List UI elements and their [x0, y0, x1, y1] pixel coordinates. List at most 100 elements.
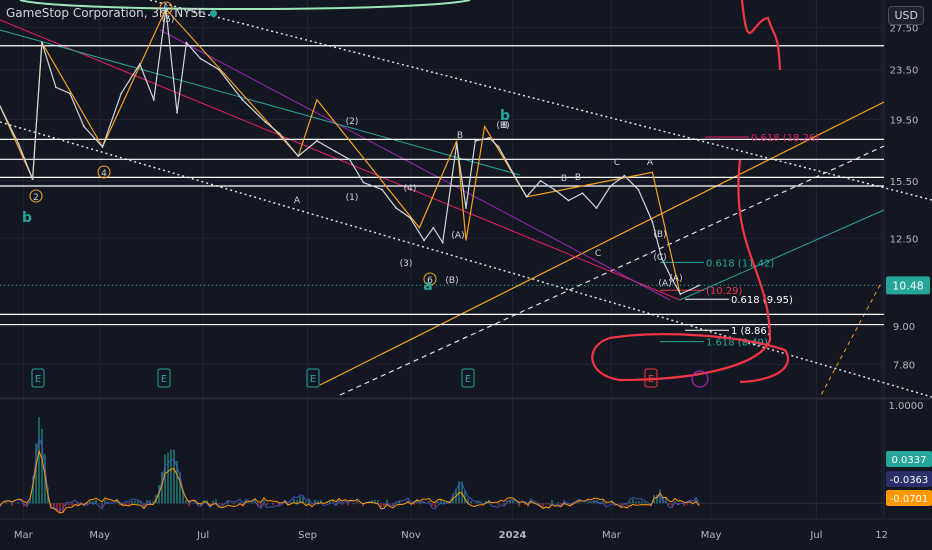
- price-axis-tick-label: 19.50: [890, 115, 919, 126]
- price-point: [199, 57, 202, 60]
- oscillator-value-badge: [886, 471, 932, 487]
- price-point: [278, 132, 281, 135]
- time-axis-label: Jul: [196, 530, 209, 541]
- green-upper-line: [0, 29, 521, 176]
- time-axis-label: 12: [875, 530, 888, 541]
- fib-label: 0.618 (9.95): [731, 295, 793, 306]
- price-point: [474, 140, 477, 142]
- oscillator-value-badge: [886, 451, 932, 467]
- price-point: [41, 41, 43, 44]
- price-point: [553, 188, 556, 191]
- price-point: [651, 220, 654, 223]
- pink-trendline: [0, 19, 681, 301]
- chart-title: GameStop Corporation, 3h, NYSE: [6, 6, 217, 20]
- oscillator-value-label: -0.0363: [890, 475, 929, 486]
- price-point: [152, 98, 155, 101]
- wave-label: B: [502, 121, 508, 131]
- price-point: [83, 125, 85, 128]
- white-dashed-trendline: [339, 145, 885, 396]
- wave-label: A: [647, 158, 654, 168]
- fib-label: 0.618 (18.26): [751, 133, 819, 144]
- wave-label: B: [561, 174, 567, 184]
- time-axis-label: 2024: [499, 530, 527, 541]
- price-point: [581, 192, 584, 195]
- event-marker-box[interactable]: [644, 368, 658, 388]
- price-point: [395, 207, 397, 209]
- price-point: [511, 171, 514, 174]
- wave-label: A: [294, 196, 301, 206]
- price-point: [409, 216, 411, 219]
- wave-label: 6: [427, 276, 433, 286]
- event-marker-box[interactable]: [306, 368, 320, 388]
- price-point: [101, 146, 104, 148]
- price-point: [218, 68, 220, 71]
- wave-label: (B): [653, 230, 666, 240]
- channel-lower-dotted: [0, 121, 932, 398]
- price-point: [637, 188, 640, 191]
- price-point: [241, 98, 244, 101]
- wave-label-circle: [29, 189, 43, 203]
- price-point: [381, 188, 383, 191]
- currency-button[interactable]: USD: [888, 6, 924, 25]
- split-event-icon[interactable]: [691, 370, 709, 388]
- price-point: [698, 284, 700, 287]
- event-marker-box[interactable]: [31, 368, 45, 388]
- time-axis-label: Mar: [602, 530, 622, 541]
- price-point: [688, 289, 691, 291]
- orange-projection-dashed: [819, 284, 881, 398]
- wave-label: B: [575, 173, 581, 183]
- market-status-dot: [209, 10, 217, 17]
- price-axis-tick-label: 12.50: [890, 234, 919, 245]
- price-point: [432, 226, 435, 229]
- price-point: [488, 137, 491, 139]
- earnings-event-marker: E: [465, 374, 471, 385]
- price-point: [138, 63, 141, 65]
- price-point: [539, 179, 542, 182]
- last-price-label: 10.48: [892, 279, 924, 292]
- price-point: [297, 155, 300, 158]
- last-price-badge: [886, 276, 930, 295]
- time-axis-label: Sep: [298, 530, 317, 541]
- wave-label: B: [457, 131, 463, 141]
- price-point: [623, 174, 626, 177]
- wave-label: a: [423, 278, 432, 294]
- wave-label: (4): [404, 184, 417, 194]
- oscillator-orange-line: [0, 449, 700, 514]
- wave-label: b: [500, 108, 510, 124]
- wave-label: b: [22, 210, 32, 226]
- time-axis-label: May: [89, 530, 110, 541]
- wave-label: (3): [400, 259, 413, 269]
- wave-label: (2): [346, 117, 359, 127]
- wave-label: (A): [658, 279, 671, 289]
- event-marker-box[interactable]: [461, 368, 475, 388]
- oscillator-value-badge: [886, 490, 932, 506]
- price-axis-tick-label: 15.50: [890, 177, 919, 188]
- price-point: [334, 150, 337, 153]
- wave-label: (A): [451, 231, 464, 241]
- price-point: [423, 239, 425, 242]
- price-point: [660, 257, 663, 260]
- price-point: [316, 140, 318, 142]
- price-point: [595, 207, 598, 209]
- price-point: [679, 293, 682, 295]
- price-point: [525, 195, 528, 198]
- symbol-title: GameStop Corporation, 3h, NYSE: [6, 6, 206, 20]
- price-point: [17, 143, 20, 145]
- fib-label: 0.618 (11.42): [706, 258, 774, 269]
- price-point: [264, 121, 267, 124]
- green-freehand-drawing: [19, 0, 471, 10]
- earnings-event-marker: E: [35, 374, 41, 385]
- wave-label: (C): [653, 253, 666, 263]
- event-marker-box[interactable]: [157, 368, 171, 388]
- wave-label: (A): [669, 274, 682, 284]
- price-point: [362, 181, 365, 184]
- oscillator-value-label: 0.0337: [892, 455, 927, 466]
- earnings-event-marker: E: [161, 374, 167, 385]
- wave-label: 5: [163, 5, 169, 15]
- wave-label: (B): [496, 121, 509, 131]
- wave-label: (1): [346, 193, 359, 203]
- earnings-event-marker: E: [648, 374, 654, 385]
- wave-label: 2: [33, 193, 39, 203]
- time-axis-label: Mar: [14, 530, 34, 541]
